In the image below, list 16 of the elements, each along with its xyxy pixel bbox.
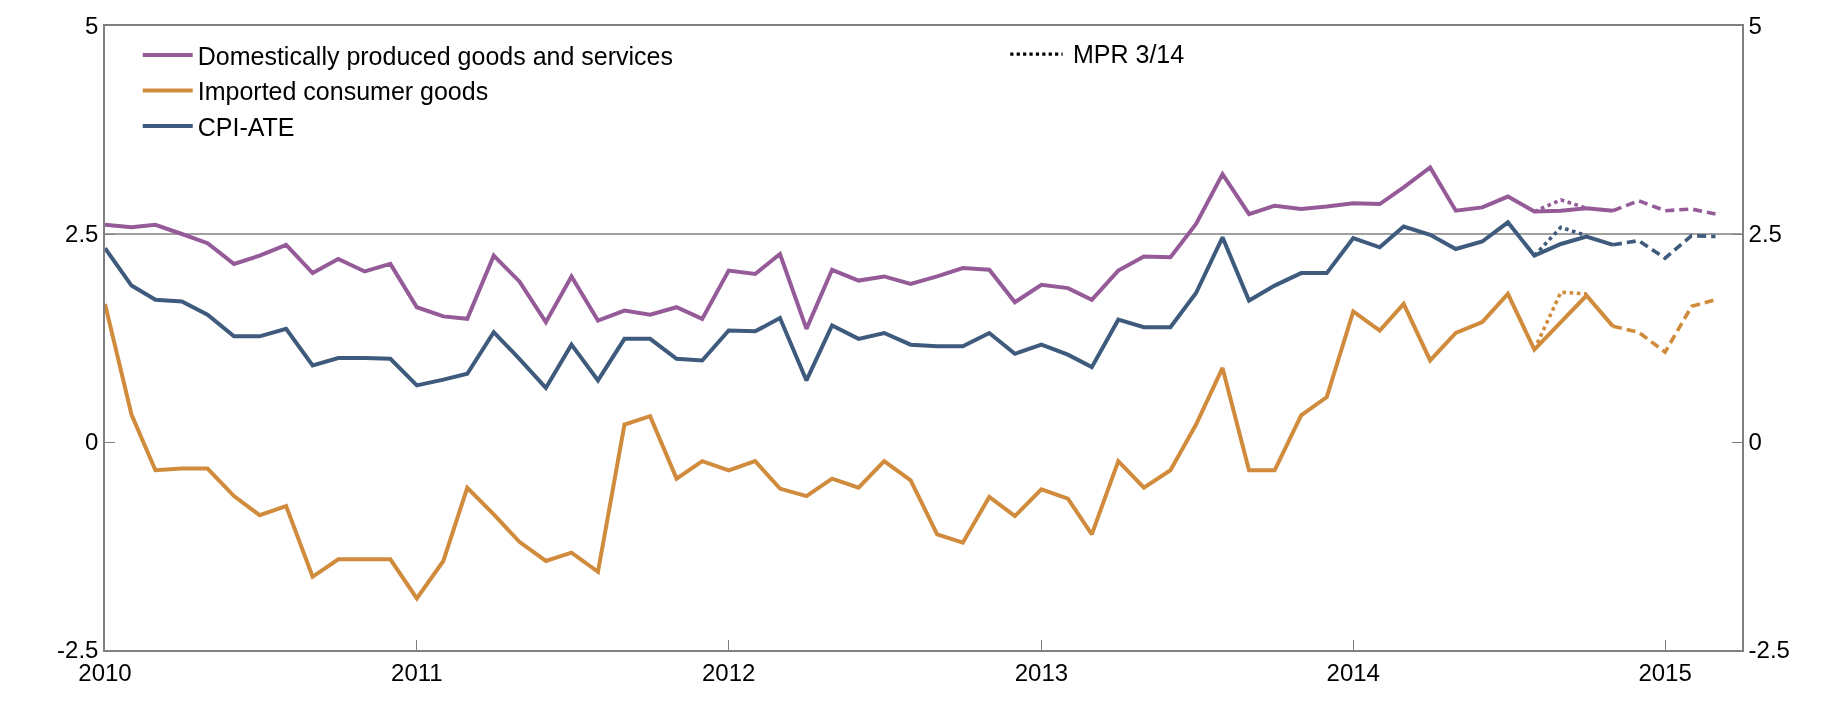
y-tick-label: 2.5	[65, 220, 99, 248]
y-tick-label: 0	[85, 428, 99, 456]
x-tick-label: 2014	[1326, 658, 1380, 686]
x-tick-label: 2015	[1638, 658, 1692, 686]
y2-tick-label: 5	[1748, 12, 1762, 40]
x-tick-label: 2013	[1014, 658, 1069, 686]
y2-tick-label: -2.5	[1748, 636, 1790, 664]
y-tick-label: 5	[85, 12, 99, 40]
y2-tick-label: 2.5	[1748, 220, 1782, 248]
legend-label: Imported consumer goods	[197, 77, 489, 106]
legend-label: CPI-ATE	[197, 112, 295, 141]
y2-tick-label: 0	[1748, 428, 1762, 456]
x-tick-label: 2012	[702, 658, 756, 686]
legend-label: Domestically produced goods and services	[197, 41, 673, 70]
annotation: MPR 3/14	[1073, 40, 1185, 68]
x-tick-label: 2011	[391, 658, 443, 686]
